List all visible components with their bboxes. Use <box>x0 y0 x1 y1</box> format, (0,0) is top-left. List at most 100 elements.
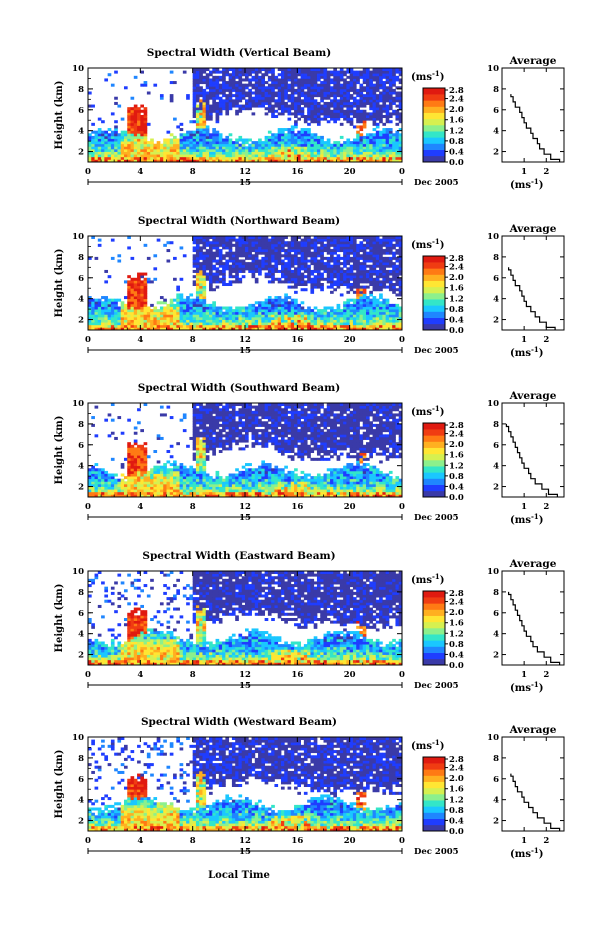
heatmap-cell <box>310 146 315 150</box>
heatmap-cell <box>369 143 373 147</box>
heatmap-cell <box>316 311 321 315</box>
heatmap-cell <box>137 122 141 126</box>
heatmap-cell <box>388 306 393 310</box>
heatmap-cell <box>326 159 331 163</box>
heatmap-cell <box>127 316 131 320</box>
heatmap-cell <box>107 413 112 417</box>
heatmap-cell <box>231 264 236 268</box>
heatmap-cell <box>182 135 187 139</box>
heatmap-cell <box>176 293 180 297</box>
heatmap-cell <box>169 133 174 137</box>
heatmap-cell <box>388 128 393 132</box>
heatmap-cell <box>274 146 279 150</box>
heatmap-cell <box>333 75 337 79</box>
heatmap-cell <box>195 109 200 113</box>
heatmap-cell <box>366 324 370 328</box>
heatmap-cell <box>130 288 135 292</box>
heatmap-cell <box>110 319 115 323</box>
heatmap-cell <box>277 238 282 242</box>
heatmap-cell <box>166 322 171 326</box>
heatmap-cell <box>251 99 256 103</box>
heatmap-cell <box>395 272 400 276</box>
heatmap-cell <box>336 322 341 326</box>
heatmap-cell <box>228 148 233 152</box>
heatmap-cell <box>326 107 331 111</box>
heatmap-cell <box>215 148 220 152</box>
heatmap-cell <box>146 91 151 95</box>
heatmap-cell <box>392 267 396 271</box>
heatmap-cell <box>133 468 138 472</box>
heatmap-cell <box>215 107 220 111</box>
heatmap-cell <box>205 259 210 263</box>
heatmap-cell <box>316 267 321 271</box>
heatmap-cell <box>107 133 112 137</box>
heatmap-cell <box>336 86 341 90</box>
x-tick-label: 0 <box>399 335 405 345</box>
heatmap-cell <box>326 146 331 150</box>
heatmap-cell <box>382 316 387 320</box>
heatmap-cell <box>202 68 207 72</box>
heatmap-cell <box>182 324 187 328</box>
heatmap-cell <box>343 143 347 147</box>
heatmap-cell <box>284 146 288 150</box>
heatmap-cell <box>153 306 158 310</box>
heatmap-cell <box>297 156 301 160</box>
heatmap-cell <box>382 151 387 155</box>
colorbar-tick-label: 2.8 <box>449 86 464 96</box>
heatmap-cell <box>127 465 131 469</box>
heatmap-cell <box>212 138 216 142</box>
heatmap-cell <box>212 275 216 279</box>
heatmap-cell <box>333 99 337 103</box>
heatmap-cell <box>294 243 298 247</box>
heatmap-cell <box>248 96 252 100</box>
heatmap-cell <box>120 478 125 482</box>
heatmap-cell <box>159 94 164 98</box>
heatmap-cell <box>94 434 99 438</box>
heatmap-cell <box>254 256 259 260</box>
heatmap-cell <box>202 298 207 302</box>
heatmap-cell <box>339 327 344 331</box>
heatmap-cell <box>343 109 347 113</box>
heatmap-cell <box>245 267 249 271</box>
heatmap-cell <box>375 322 380 326</box>
heatmap-cell <box>235 75 239 79</box>
heatmap-cell <box>254 251 259 255</box>
heatmap-cell <box>258 314 262 318</box>
heatmap-cell <box>307 311 311 315</box>
heatmap-cell <box>303 249 308 253</box>
heatmap-cell <box>104 316 109 320</box>
heatmap-cell <box>231 101 236 105</box>
heatmap-cell <box>202 241 207 245</box>
heatmap-cell <box>359 254 364 258</box>
heatmap-cell <box>294 267 298 271</box>
heatmap-cell <box>159 146 164 150</box>
heatmap-cell <box>143 298 148 302</box>
heatmap-cell <box>133 290 138 294</box>
heatmap-cell <box>241 327 246 331</box>
heatmap-cell <box>277 86 282 90</box>
heatmap-cell <box>140 151 144 155</box>
heatmap-cell <box>264 301 269 305</box>
heatmap-cell <box>316 101 321 105</box>
heatmap-cell <box>258 141 262 145</box>
heatmap-cell <box>300 316 305 320</box>
heatmap-cell <box>362 78 367 82</box>
heatmap-cell <box>153 324 158 328</box>
heatmap-cell <box>173 154 177 158</box>
heatmap-cell <box>375 259 380 263</box>
heatmap-cell <box>369 269 373 273</box>
profile-y-tick-label: 4 <box>493 295 499 305</box>
heatmap-cell <box>280 301 285 305</box>
heatmap-cell <box>209 96 213 100</box>
heatmap-cell <box>140 148 144 152</box>
heatmap-cell <box>107 434 112 438</box>
heatmap-cell <box>379 288 383 292</box>
heatmap-cell <box>202 115 207 119</box>
heatmap-cell <box>379 120 383 124</box>
heatmap-cell <box>379 104 383 108</box>
heatmap-cell <box>199 256 203 260</box>
heatmap-cell <box>352 301 357 305</box>
heatmap-cell <box>277 303 282 307</box>
heatmap-cell <box>238 143 243 147</box>
heatmap-cell <box>346 259 351 263</box>
